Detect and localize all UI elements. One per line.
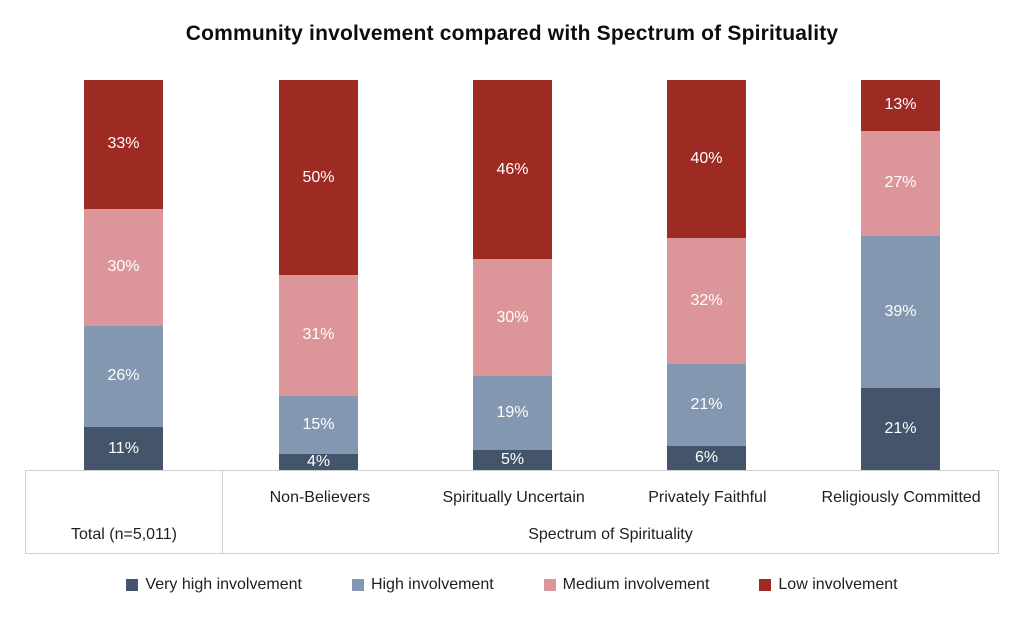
bar-stack: 13% 27% 39% 21% — [861, 80, 940, 470]
category-label-row: Non-Believers Spiritually Uncertain Privat… — [223, 471, 998, 519]
bar-segment: 13% — [861, 80, 940, 131]
legend-swatch-icon — [126, 579, 139, 591]
bar-value-label: 5% — [500, 451, 525, 469]
bar-value-label: 21% — [884, 420, 917, 438]
category-label: Spiritually Uncertain — [442, 489, 585, 506]
bar-value-label: 39% — [884, 303, 917, 321]
category-label-total: Total (n=5,011) — [71, 525, 177, 543]
bar-segment: 32% — [667, 237, 746, 364]
spectrum-group-cell: Non-Believers Spiritually Uncertain Privat… — [223, 471, 998, 553]
chart-title: Community involvement compared with Spec… — [185, 22, 839, 45]
bar-value-label: 13% — [884, 96, 917, 114]
plot-area: 33% 30% 26% 11% 50% 31% 15% 4% 46% 30% 19% 5% 40% 32%… — [84, 80, 940, 470]
bar-value-label: 30% — [107, 258, 140, 276]
bar-value-label: 40% — [690, 149, 723, 167]
bar-segment: 40% — [667, 80, 746, 238]
bar-value-label: 19% — [496, 404, 529, 422]
bar-value-label: 11% — [108, 439, 139, 457]
bar-segment: 5% — [473, 450, 552, 470]
bar-segment: 11% — [84, 427, 163, 470]
legend-label: Very high involvement — [145, 576, 302, 593]
bar-segment: 31% — [279, 275, 358, 396]
bar-segment: 30% — [84, 208, 163, 326]
category-label: Non-Believers — [269, 489, 371, 506]
bar-segment: 27% — [861, 130, 940, 236]
axis-group-label: Spectrum of Spirituality — [528, 525, 693, 543]
bar-segment: 26% — [84, 325, 163, 428]
bar-value-label: 46% — [496, 160, 529, 178]
bar-value-label: 27% — [884, 174, 917, 192]
legend-label: Medium involvement — [562, 576, 710, 593]
bar-segment: 6% — [667, 446, 746, 470]
bar-stack: 50% 31% 15% 4% — [279, 80, 358, 470]
bar-segment: 21% — [861, 388, 940, 470]
bar-value-label: 15% — [302, 416, 335, 434]
bar-value-label: 50% — [302, 168, 335, 186]
total-category-cell: Total (n=5,011) — [26, 471, 223, 553]
bar-value-label: 26% — [107, 367, 140, 385]
legend-item: High involvement — [351, 576, 494, 594]
bar-segment: 39% — [861, 235, 940, 389]
category-label: Religiously Committed — [821, 489, 981, 506]
bar-value-label: 4% — [306, 453, 331, 471]
legend-item: Very high involvement — [126, 576, 302, 594]
bar-value-label: 6% — [694, 449, 719, 467]
bar-segment: 21% — [667, 363, 746, 447]
legend-label: Low involvement — [778, 576, 898, 593]
legend-swatch-icon — [543, 579, 556, 591]
bar-segment: 19% — [473, 376, 552, 451]
bar-segment: 30% — [473, 259, 552, 377]
bar-stack: 46% 30% 19% 5% — [473, 80, 552, 470]
bar-value-label: 21% — [690, 395, 723, 413]
axis-group-row: Spectrum of Spirituality — [223, 519, 998, 553]
legend-item: Low involvement — [759, 576, 898, 594]
legend-swatch-icon — [351, 579, 364, 591]
bar-segment: 4% — [279, 454, 358, 470]
legend: Very high involvement High involvement Med… — [0, 576, 1024, 594]
bar-value-label: 30% — [496, 308, 529, 326]
bar-stack: 40% 32% 21% 6% — [667, 80, 746, 470]
bar-segment: 46% — [473, 80, 552, 260]
bar-segment: 33% — [84, 80, 163, 209]
bar-stack: 33% 30% 26% 11% — [84, 80, 163, 470]
category-label: Privately Faithful — [648, 489, 767, 506]
legend-item: Medium involvement — [543, 576, 710, 594]
category-axis: Total (n=5,011) Non-Believers Spiritually… — [25, 470, 999, 554]
bar-segment: 15% — [279, 395, 358, 455]
bar-segment: 50% — [279, 80, 358, 275]
bar-value-label: 31% — [302, 326, 335, 344]
bar-value-label: 33% — [107, 135, 140, 153]
legend-label: High involvement — [370, 576, 494, 593]
bar-value-label: 32% — [690, 291, 723, 309]
legend-swatch-icon — [759, 579, 772, 591]
